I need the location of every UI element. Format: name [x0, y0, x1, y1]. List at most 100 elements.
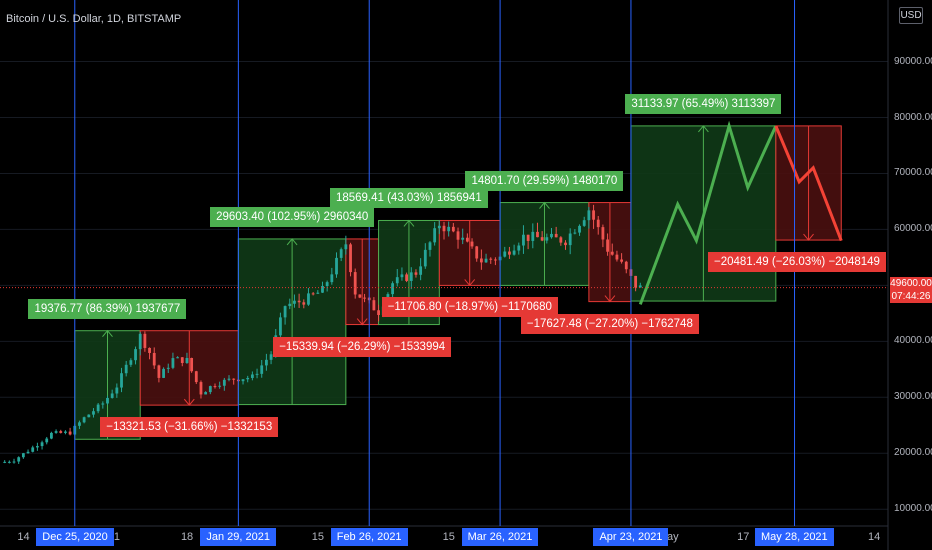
candle-body — [536, 231, 539, 238]
candle-body — [582, 220, 586, 226]
candle-body — [26, 451, 30, 454]
candle-body — [592, 210, 595, 220]
measure-arrowhead-5 — [403, 219, 415, 227]
candle-body — [433, 228, 437, 243]
candle-body — [307, 293, 310, 305]
candle-body — [227, 378, 231, 380]
candle-body — [92, 411, 95, 415]
candle-body — [601, 227, 605, 240]
price-tick-label: 10000.00 — [894, 503, 932, 515]
candle-body — [17, 457, 21, 462]
measure-label-7: 14801.70 (29.59%) 1480170 — [465, 170, 624, 191]
measure-label-9: 31133.97 (65.49%) 3113397 — [625, 93, 782, 114]
candle-body — [475, 246, 479, 259]
candle-body — [325, 282, 329, 287]
candle-body — [7, 461, 11, 463]
measure-arrowhead-10 — [803, 233, 814, 241]
candle-body — [316, 292, 320, 294]
date-marker-label[interactable]: Dec 25, 2020 — [36, 528, 114, 546]
date-marker-label[interactable]: Apr 23, 2021 — [593, 528, 669, 546]
candle-body — [50, 432, 53, 439]
measure-arrowhead-6 — [464, 279, 476, 287]
measure-label-1: 19376.77 (86.39%) 1937677 — [28, 298, 187, 319]
candle-body — [461, 237, 465, 240]
candle-body — [321, 286, 324, 293]
candle-body — [451, 226, 455, 232]
candle-body — [522, 234, 525, 246]
candle-body — [470, 241, 474, 247]
candle-body — [176, 357, 180, 359]
price-tick-label: 20000.00 — [894, 447, 932, 459]
candle-body — [442, 225, 446, 232]
candle-body — [503, 251, 507, 257]
candle-body — [610, 251, 614, 255]
measure-arrowhead-4 — [356, 318, 368, 326]
candle-body — [143, 333, 147, 348]
candle-body — [157, 365, 161, 378]
candle-body — [166, 367, 170, 369]
candle-body — [194, 371, 198, 383]
candle-body — [372, 300, 376, 311]
candle-body — [12, 461, 16, 463]
candle-body — [218, 385, 222, 387]
candle-body — [517, 245, 521, 251]
current-price-label: 49600.00 07:44:26 — [890, 277, 932, 303]
candle-body — [190, 357, 194, 372]
candle-body — [162, 368, 165, 378]
candle-body — [264, 359, 268, 366]
candle-body — [335, 257, 338, 275]
candle-body — [302, 302, 306, 305]
candle-body — [405, 274, 409, 281]
candle-body — [3, 461, 7, 463]
date-marker-label[interactable]: Mar 26, 2021 — [461, 528, 539, 546]
measure-arrowhead-1 — [102, 329, 113, 338]
date-marker-label[interactable]: Feb 26, 2021 — [330, 528, 408, 546]
bar-countdown: 07:44:26 — [891, 291, 931, 302]
measure-arrowhead-7 — [539, 201, 550, 209]
time-tick-label: 15 — [311, 531, 325, 543]
chart-header-symbol[interactable]: Bitcoin / U.S. Dollar, 1D, BITSTAMP — [6, 13, 182, 25]
candle-body — [208, 386, 212, 393]
candle-body — [409, 272, 413, 281]
measure-label-8: −17627.48 (−27.20%) −1762748 — [520, 313, 699, 334]
candle-body — [554, 233, 558, 238]
candle-body — [596, 219, 600, 228]
candle-body — [110, 393, 114, 398]
candle-body — [339, 249, 343, 258]
candle-body — [578, 225, 581, 233]
candle-body — [634, 275, 638, 288]
candle-body — [447, 226, 451, 232]
candle-body — [250, 374, 254, 378]
candle-body — [64, 431, 67, 433]
candle-body — [568, 233, 572, 246]
candle-body — [138, 333, 142, 350]
measure-arrowhead-3 — [286, 238, 298, 246]
candle-body — [638, 285, 642, 288]
price-tick-label: 90000.00 — [894, 55, 932, 67]
candle-body — [171, 358, 175, 368]
candle-body — [152, 352, 156, 366]
candle-body — [148, 347, 151, 353]
candle-body — [624, 261, 628, 270]
candle-body — [423, 249, 427, 267]
candle-body — [559, 237, 563, 243]
candle-body — [31, 447, 35, 452]
measure-label-10: −20481.49 (−26.03%) −2048149 — [708, 252, 886, 273]
current-price-value: 49600.00 — [890, 278, 932, 289]
candle-body — [484, 258, 488, 263]
candle-body — [419, 266, 423, 275]
candle-body — [489, 258, 493, 260]
currency-button[interactable]: USD — [899, 7, 923, 24]
date-marker-label[interactable]: Jan 29, 2021 — [200, 528, 276, 546]
candle-body — [246, 377, 250, 380]
candle-body — [124, 364, 128, 374]
candle-body — [101, 403, 105, 405]
candle-body — [395, 277, 399, 284]
candle-body — [512, 250, 516, 255]
candle-body — [465, 237, 469, 242]
date-marker-label[interactable]: May 28, 2021 — [755, 528, 834, 546]
candle-body — [400, 274, 404, 278]
candle-body — [349, 244, 352, 273]
candle-body — [87, 414, 91, 418]
